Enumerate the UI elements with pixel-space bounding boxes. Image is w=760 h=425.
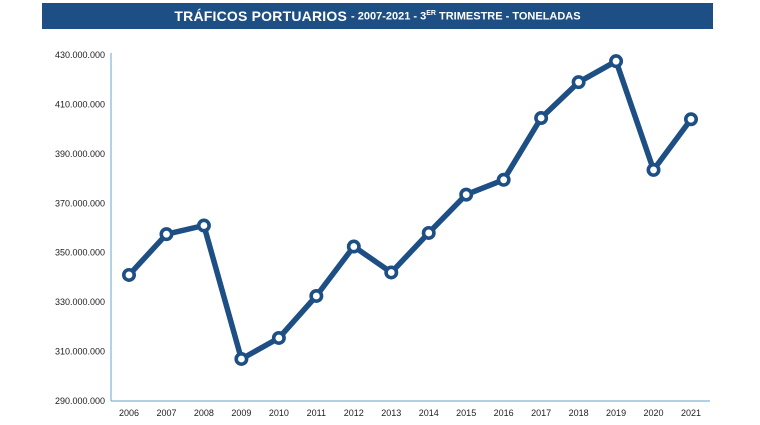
data-point (496, 172, 511, 187)
subtitle-superscript: ER (426, 9, 436, 17)
y-tick-label: 330.000.000 (55, 297, 105, 307)
chart-subtitle: - 2007-2021 - 3ER TRIMESTRE - TONELADAS (351, 10, 581, 23)
subtitle-suffix: TRIMESTRE - TONELADAS (435, 10, 581, 23)
x-tick-label: 2013 (381, 408, 401, 418)
x-tick-labels: 2006 2007 2008 2009 2010 2011 2012 2013 2014 2015… (119, 408, 701, 418)
y-tick-label: 350.000.000 (55, 248, 105, 258)
x-tick-label: 2021 (681, 408, 701, 418)
x-tick-label: 2009 (231, 408, 251, 418)
chart-title: TRÁFICOS PORTUARIOS (174, 8, 347, 24)
x-tick-label: 2007 (156, 408, 176, 418)
data-point (309, 288, 324, 303)
y-tick-label: 290.000.000 (55, 396, 105, 406)
chart-title-bar: TRÁFICOS PORTUARIOS - 2007-2021 - 3ER TR… (42, 3, 713, 29)
data-point (271, 330, 286, 345)
x-tick-label: 2014 (419, 408, 439, 418)
y-tick-label: 370.000.000 (55, 198, 105, 208)
series-line (126, 58, 694, 362)
x-tick-label: 2020 (644, 408, 664, 418)
x-tick-label: 2010 (269, 408, 289, 418)
y-tick-label: 310.000.000 (55, 347, 105, 357)
x-tick-label: 2019 (606, 408, 626, 418)
data-point (683, 112, 698, 127)
data-point (196, 218, 211, 233)
x-tick-label: 2011 (307, 408, 326, 418)
data-point (384, 265, 399, 280)
data-point (609, 54, 624, 69)
x-tick-label: 2018 (569, 408, 589, 418)
data-point (346, 239, 361, 254)
x-tick-label: 2016 (494, 408, 514, 418)
subtitle-prefix: - 2007-2021 - 3 (351, 10, 427, 23)
data-point (421, 225, 436, 240)
x-tick-label: 2008 (194, 408, 214, 418)
y-tick-label: 410.000.000 (55, 99, 105, 109)
data-point (159, 227, 174, 242)
data-point (534, 111, 549, 126)
x-tick-label: 2012 (344, 408, 364, 418)
data-point (459, 187, 474, 202)
x-tick-label: 2017 (531, 408, 551, 418)
series-lines (126, 58, 694, 362)
y-tick-label: 430.000.000 (55, 50, 105, 60)
data-point (646, 162, 661, 177)
data-point (571, 75, 586, 90)
x-tick-label: 2015 (456, 408, 476, 418)
y-tick-label: 390.000.000 (55, 149, 105, 159)
data-point (234, 351, 249, 366)
data-point (122, 267, 137, 282)
x-tick-label: 2006 (119, 408, 139, 418)
y-tick-labels: 290.000.000 310.000.000 330.000.000 350.000… (55, 50, 105, 406)
data-points (122, 54, 698, 366)
